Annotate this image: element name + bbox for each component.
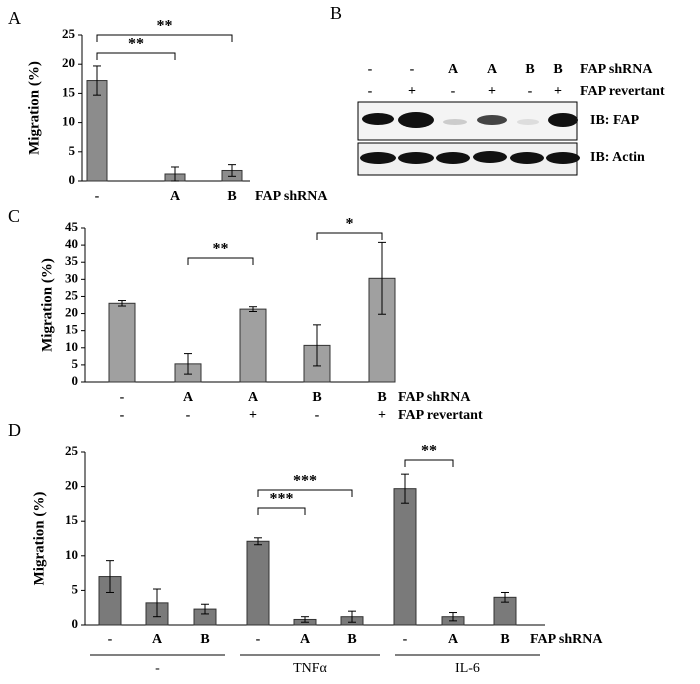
y-axis-label: Migration (%)	[31, 492, 47, 586]
row-title: FAP revertant	[398, 408, 483, 423]
significance-bracket	[257, 507, 306, 515]
x-tick-label: A	[152, 632, 163, 647]
y-tick-label: 5	[69, 143, 76, 158]
panel-label: A	[8, 8, 21, 28]
lane-label: B	[525, 62, 534, 77]
bar	[393, 488, 417, 626]
x-tick-label: -	[186, 408, 191, 423]
x-tick-label: -	[120, 408, 125, 423]
y-tick-label: 30	[65, 270, 78, 285]
x-tick-label: A	[248, 390, 259, 405]
significance-bracket	[96, 34, 233, 42]
band-label: IB: Actin	[590, 150, 645, 165]
significance-label: *	[346, 216, 354, 233]
lane-label: -	[368, 84, 373, 99]
y-tick-label: 5	[72, 356, 79, 371]
y-tick-label: 0	[69, 172, 76, 187]
significance-bracket	[257, 489, 353, 497]
y-tick-label: 5	[72, 581, 79, 596]
bar	[246, 540, 270, 626]
x-tick-label: -	[108, 632, 113, 647]
lane-label: -	[528, 84, 533, 99]
row-label: FAP shRNA	[580, 62, 653, 77]
bar	[239, 308, 267, 383]
row-title: FAP shRNA	[398, 390, 471, 405]
x-tick-label: A	[448, 632, 459, 647]
y-tick-label: 25	[65, 443, 79, 458]
panel-label: D	[8, 420, 21, 440]
significance-bracket	[187, 257, 254, 265]
panel-label: B	[330, 3, 342, 23]
lane-label: A	[487, 62, 498, 77]
y-tick-label: 45	[65, 219, 79, 234]
band-label: IB: FAP	[590, 113, 640, 128]
x-tick-label: +	[249, 408, 257, 423]
significance-bracket	[316, 232, 383, 240]
x-tick-label: A	[300, 632, 311, 647]
x-tick-label: B	[377, 390, 386, 405]
blot-bands	[360, 112, 580, 164]
x-tick-label: B	[227, 189, 236, 204]
y-tick-label: 25	[62, 26, 76, 41]
row-label: FAP revertant	[580, 84, 665, 99]
significance-label: **	[128, 36, 144, 53]
x-tick-label: B	[500, 632, 509, 647]
panel-label: C	[8, 206, 20, 226]
x-tick-label: B	[312, 390, 321, 405]
lane-label: -	[410, 62, 415, 77]
x-tick-label: -	[256, 632, 261, 647]
x-tick-label: -	[403, 632, 408, 647]
lane-label: -	[451, 84, 456, 99]
x-tick-label: -	[315, 408, 320, 423]
lane-label: B	[553, 62, 562, 77]
x-tick-label: A	[183, 390, 194, 405]
y-axis-label: Migration (%)	[39, 258, 55, 352]
significance-label: **	[213, 241, 229, 258]
x-tick-label: +	[378, 408, 386, 423]
y-axis-label: Migration (%)	[26, 61, 42, 155]
y-tick-label: 10	[65, 339, 78, 354]
y-tick-label: 10	[65, 547, 78, 562]
significance-label: ***	[293, 473, 317, 490]
y-tick-label: 25	[65, 287, 79, 302]
y-tick-label: 20	[65, 305, 78, 320]
x-tick-label: A	[170, 189, 181, 204]
significance-label: ***	[270, 491, 294, 508]
x-tick-label: B	[347, 632, 356, 647]
y-tick-label: 20	[65, 478, 78, 493]
lane-label: +	[408, 84, 416, 99]
y-tick-label: 10	[62, 114, 75, 129]
bar	[108, 302, 136, 383]
x-tick-label: -	[95, 189, 100, 204]
y-tick-label: 20	[62, 55, 75, 70]
significance-label: **	[421, 443, 437, 460]
lane-label: +	[488, 84, 496, 99]
significance-label: **	[157, 18, 173, 35]
row-title: FAP shRNA	[255, 189, 328, 204]
group-label: IL-6	[455, 661, 480, 676]
x-tick-label: -	[120, 390, 125, 405]
row-title: FAP shRNA	[530, 632, 603, 647]
blot-frame	[357, 101, 578, 141]
significance-bracket	[96, 52, 176, 60]
y-tick-label: 35	[65, 253, 79, 268]
y-tick-label: 40	[65, 236, 78, 251]
lane-label: A	[448, 62, 459, 77]
y-tick-label: 15	[65, 512, 79, 527]
group-label: -	[155, 661, 160, 676]
y-tick-label: 15	[65, 322, 79, 337]
lane-label: -	[368, 62, 373, 77]
lane-label: +	[554, 84, 562, 99]
y-tick-label: 15	[62, 84, 76, 99]
y-tick-label: 0	[72, 373, 79, 388]
significance-bracket	[404, 459, 454, 467]
x-tick-label: B	[200, 632, 209, 647]
y-tick-label: 0	[72, 616, 79, 631]
group-label: TNFα	[293, 661, 327, 676]
